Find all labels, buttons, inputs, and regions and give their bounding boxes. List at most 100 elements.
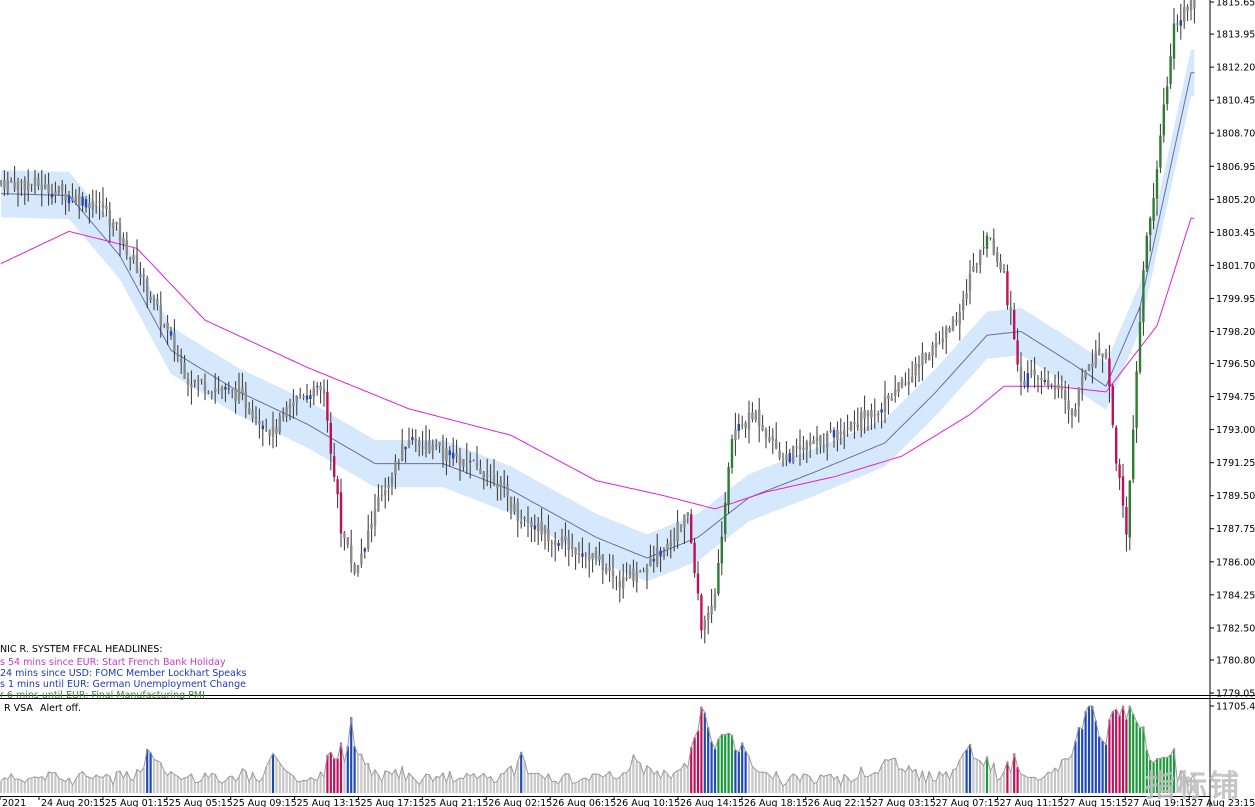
candle-body [642, 570, 645, 572]
candle-body [798, 445, 802, 450]
volume-bar [299, 781, 302, 793]
volume-bar [380, 781, 383, 793]
volume-panel[interactable]: R VSA Alert off. [0, 703, 1196, 793]
time-tick-label: 25 Aug 13:15 [297, 798, 361, 807]
price-panel[interactable] [0, 0, 1210, 695]
candlestick-series [0, 0, 1196, 644]
candle-body [717, 563, 720, 594]
volume-bar [870, 774, 873, 793]
volume-bar [319, 772, 322, 793]
volume-bar [846, 777, 849, 793]
candle-body [492, 474, 496, 482]
volume-bar [142, 767, 145, 793]
candle-body [720, 536, 723, 564]
candle-body [608, 566, 611, 571]
candle-body [1070, 409, 1074, 416]
volume-bar [622, 772, 625, 793]
price-tick-label: 1794.75 [1216, 392, 1255, 403]
volume-bar [268, 760, 271, 793]
candle-body [999, 261, 1002, 270]
candle-body [10, 180, 13, 182]
candle-body [958, 312, 961, 325]
candle-body [384, 489, 387, 496]
volume-bar [200, 780, 203, 793]
volume-bar [1070, 754, 1074, 793]
volume-bar [295, 781, 298, 793]
candle-body [526, 520, 530, 522]
candle-body [33, 177, 37, 186]
volume-bar [520, 752, 523, 793]
volume-bar [486, 778, 489, 793]
price-tick-label: 1803.45 [1216, 228, 1255, 239]
volume-bar [598, 774, 601, 793]
candle-body [149, 296, 152, 301]
candle-body [183, 362, 186, 379]
volume-bar [278, 763, 281, 793]
volume-bar [1023, 775, 1026, 793]
volume-bar [965, 749, 968, 793]
volume-bar [1149, 760, 1152, 793]
volume-bar [183, 778, 186, 793]
price-tick-label: 1789.50 [1216, 491, 1255, 502]
candle-body [472, 460, 475, 462]
volume-bar [496, 781, 499, 793]
volume-bar [764, 772, 768, 793]
volume-bar [156, 760, 159, 793]
volume-bar [503, 773, 506, 793]
volume-bar [696, 730, 700, 793]
volume-bar [115, 771, 118, 793]
candle-body [778, 450, 781, 458]
volume-bar [84, 776, 88, 793]
candle-body [781, 457, 785, 459]
time-tick-label: 24 Aug 20:15 [41, 798, 105, 807]
candle-body [707, 612, 710, 620]
volume-bar [1016, 766, 1019, 793]
candle-body [574, 548, 577, 555]
volume-bar [591, 774, 594, 793]
volume-bar [934, 781, 938, 793]
volume-bar [159, 762, 162, 793]
volume-bar [554, 781, 557, 793]
volume-bar [557, 783, 560, 793]
candle-body [176, 353, 179, 357]
volume-bar [322, 777, 326, 793]
volume-bar [1094, 720, 1097, 793]
volume-bar [237, 776, 241, 793]
candle-body [911, 376, 914, 382]
time-tick-label: 27 Aug 19:15 [1127, 798, 1191, 807]
volume-bar [1050, 773, 1053, 793]
candle-body [1094, 351, 1097, 366]
volume-bar [832, 779, 836, 793]
price-tick-label: 1806.95 [1216, 162, 1255, 173]
volume-bar [778, 780, 781, 793]
volume-bar [1006, 761, 1009, 793]
candle-body [540, 521, 543, 535]
candle-body [934, 342, 938, 348]
candle-body [258, 421, 261, 424]
candle-body [414, 438, 417, 441]
candle-body [146, 277, 149, 296]
volume-bar [958, 759, 961, 793]
candle-body [1043, 379, 1046, 382]
price-tick-label: 1791.25 [1216, 458, 1255, 469]
candle-body [649, 556, 652, 567]
volume-bar [1043, 776, 1046, 793]
news-headlines: NIC R. SYSTEM FFCAL HEADLINES: s 54 mins … [0, 644, 246, 701]
volume-bar [897, 769, 900, 793]
volume-bar [581, 778, 584, 793]
candle-body [982, 246, 985, 249]
volume-bar [618, 777, 621, 793]
volume-bar [747, 756, 751, 793]
volume-bar [724, 734, 727, 793]
candle-body [20, 181, 23, 183]
volume-bar [836, 776, 839, 793]
slow-moving-average-line [0, 217, 1195, 510]
candle-body [193, 379, 196, 383]
candle-body [1023, 381, 1026, 385]
candle-body [560, 537, 564, 546]
candle-body [897, 382, 900, 392]
volume-bar [1081, 729, 1084, 793]
time-tick-label: 25 Aug 17:15 [361, 798, 425, 807]
volume-bar [316, 780, 319, 793]
